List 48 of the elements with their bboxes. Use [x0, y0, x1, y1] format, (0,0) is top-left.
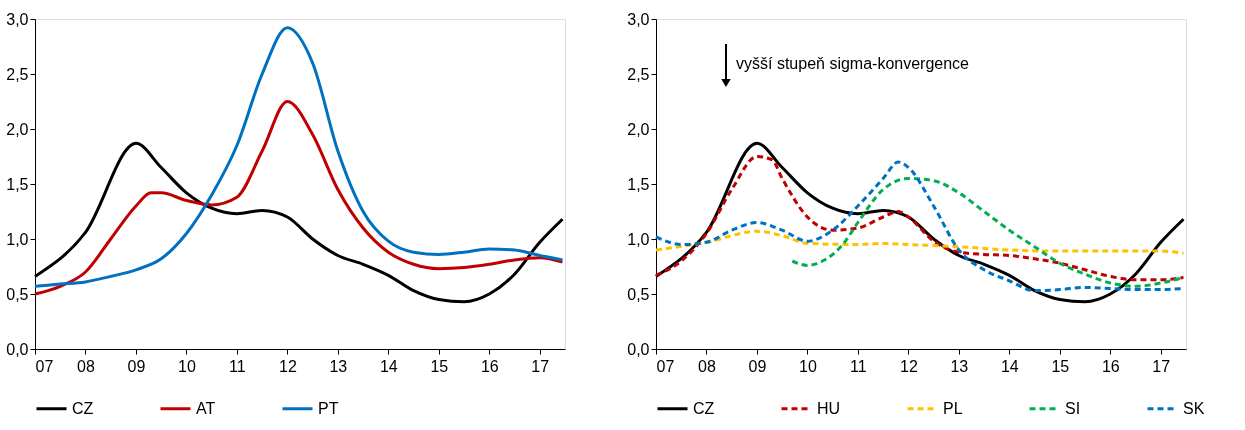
legend-label: HU	[817, 399, 841, 417]
line-series	[33, 100, 564, 296]
x-tick-label: 09	[127, 357, 146, 375]
y-tick-label: 3,0	[627, 10, 650, 28]
y-tick-label: 1,5	[627, 175, 650, 193]
x-tick-label: 11	[229, 357, 246, 375]
x-tick-label: 14	[379, 357, 398, 375]
y-tick-label: 2,5	[6, 65, 29, 83]
x-tick-label: 07	[35, 357, 54, 375]
legend-label: CZ	[693, 399, 715, 417]
x-tick-label: 08	[77, 357, 95, 375]
x-tick-label: 10	[799, 357, 817, 375]
y-tick-label: 2,0	[627, 120, 650, 138]
y-tick-label: 0,5	[627, 285, 650, 303]
legend-label: SI	[1065, 399, 1081, 417]
x-tick-label: 12	[899, 357, 918, 375]
y-tick-label: 2,0	[6, 120, 29, 138]
y-tick-label: 0,5	[6, 285, 29, 303]
x-tick-label: 16	[480, 357, 499, 375]
x-tick-label: 13	[329, 357, 348, 375]
x-tick-label: 16	[1101, 357, 1120, 375]
y-tick-label: 0,0	[6, 340, 29, 358]
legend-label: AT	[196, 399, 216, 417]
x-tick-label: 17	[531, 357, 550, 375]
line-series	[33, 26, 564, 288]
x-tick-label: 11	[850, 357, 867, 375]
x-tick-label: 15	[430, 357, 449, 375]
line-series	[654, 229, 1185, 255]
legend-label: CZ	[72, 399, 94, 417]
x-tick-label: 15	[1051, 357, 1070, 375]
y-tick-label: 3,0	[6, 10, 29, 28]
x-tick-label: 08	[698, 357, 716, 375]
y-tick-label: 2,5	[627, 65, 650, 83]
x-tick-label: 17	[1152, 357, 1171, 375]
x-tick-label: 07	[656, 357, 675, 375]
y-tick-label: 1,0	[627, 230, 650, 248]
x-tick-label: 10	[178, 357, 196, 375]
legend-label: SK	[1183, 399, 1205, 417]
y-tick-label: 1,0	[6, 230, 29, 248]
legend-label: PT	[318, 399, 339, 417]
x-tick-label: 12	[278, 357, 297, 375]
legend-label: PL	[943, 399, 963, 417]
x-tick-label: 09	[748, 357, 767, 375]
x-tick-label: 14	[1000, 357, 1019, 375]
annotation: vyšší stupeň sigma-konvergence	[736, 55, 970, 72]
y-tick-label: 1,5	[6, 175, 29, 193]
y-tick-label: 0,0	[627, 340, 650, 358]
x-tick-label: 13	[950, 357, 969, 375]
